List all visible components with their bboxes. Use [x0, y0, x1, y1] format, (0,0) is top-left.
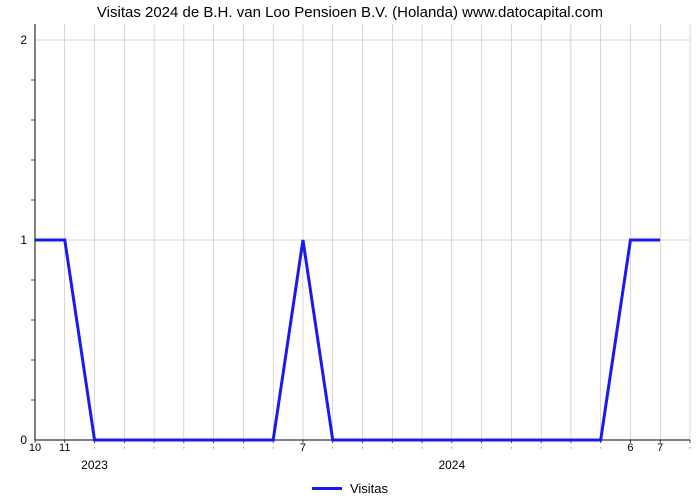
x-minor-label: 7 [300, 440, 306, 454]
x-minor-label: 7 [657, 440, 663, 454]
plot-area: 012101176720232024·················· [35, 24, 690, 440]
x-minor-label: 11 [59, 440, 70, 454]
x-minor-tick: · [93, 440, 97, 454]
x-minor-label: 6 [627, 440, 633, 454]
x-minor-tick: · [212, 440, 216, 454]
x-minor-tick: · [242, 440, 246, 454]
x-minor-label: 10 [29, 440, 41, 454]
x-minor-tick: · [271, 440, 275, 454]
x-minor-tick: · [182, 440, 186, 454]
x-minor-tick: · [688, 440, 692, 454]
x-minor-tick: · [122, 440, 126, 454]
x-minor-tick: · [331, 440, 335, 454]
x-minor-tick: · [152, 440, 156, 454]
x-minor-tick: · [420, 440, 424, 454]
x-minor-tick: · [569, 440, 573, 454]
y-tick-label: 1 [20, 233, 35, 247]
legend-swatch [312, 487, 342, 490]
chart-title: Visitas 2024 de B.H. van Loo Pensioen B.… [0, 4, 700, 21]
chart-svg [35, 24, 690, 440]
x-minor-tick: · [361, 440, 365, 454]
x-minor-tick: · [539, 440, 543, 454]
x-minor-tick: · [480, 440, 484, 454]
x-minor-tick: · [599, 440, 603, 454]
x-minor-tick: · [510, 440, 514, 454]
x-minor-tick: · [450, 440, 454, 454]
chart-container: Visitas 2024 de B.H. van Loo Pensioen B.… [0, 0, 700, 500]
legend: Visitas [0, 480, 700, 496]
x-minor-tick: · [390, 440, 394, 454]
legend-label: Visitas [350, 481, 388, 496]
series-line [35, 240, 660, 440]
y-tick-label: 2 [20, 33, 35, 47]
